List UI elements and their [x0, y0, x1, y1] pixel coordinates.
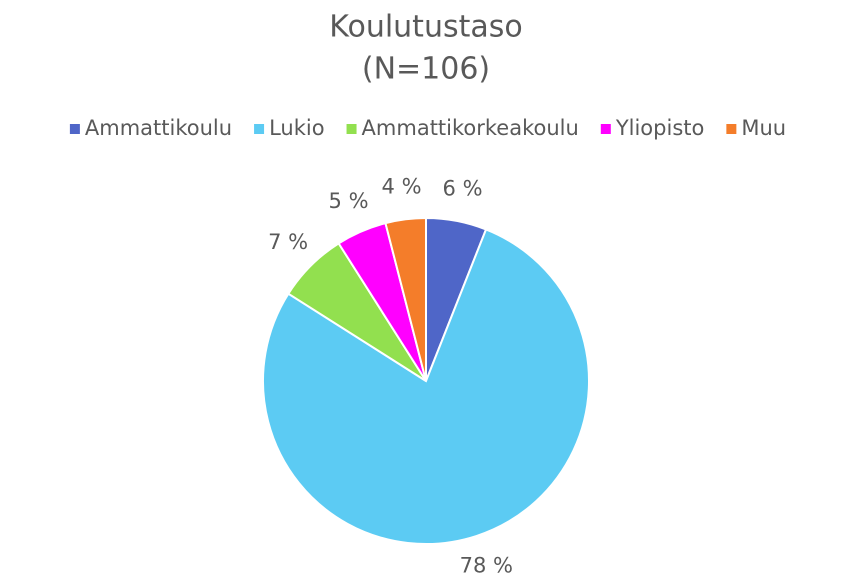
chart-subtitle: (N=106) — [362, 52, 490, 87]
data-label: 4 % — [382, 175, 422, 199]
legend-swatch — [346, 124, 357, 134]
data-label: 6 % — [443, 176, 483, 200]
data-label: 5 % — [329, 189, 369, 213]
legend-swatch — [254, 124, 265, 134]
legend-label: Ammattikorkeakoulu — [362, 116, 579, 140]
chart-title: Koulutustaso — [329, 10, 522, 45]
pie-slice — [384, 216, 427, 382]
legend-swatch — [726, 124, 737, 134]
legend-swatch — [69, 124, 80, 134]
legend-label: Yliopisto — [615, 116, 705, 140]
legend-label: Ammattikoulu — [85, 116, 232, 140]
data-label: 78 % — [460, 553, 513, 577]
legend-label: Lukio — [269, 116, 324, 140]
data-label: 7 % — [268, 230, 308, 254]
legend-label: Muu — [741, 116, 786, 140]
pie-slice — [262, 228, 590, 545]
legend-swatch — [600, 124, 611, 134]
